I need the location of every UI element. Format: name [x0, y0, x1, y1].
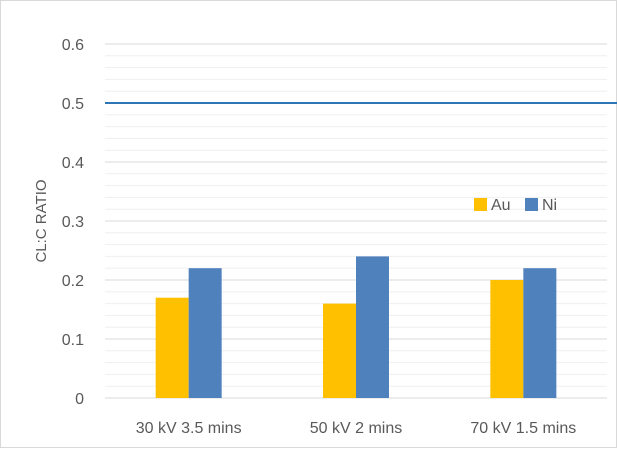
y-axis-title: CL:C RATIO — [33, 179, 50, 262]
x-tick-labels: 30 kV 3.5 mins 50 kV 2 mins 70 kV 1.5 mins — [136, 420, 576, 437]
bar-au — [323, 303, 356, 398]
y-tick-label: 0.3 — [62, 214, 84, 231]
x-tick-label: 50 kV 2 mins — [310, 420, 402, 437]
legend-label-au: Au — [491, 197, 511, 214]
bar-ni — [188, 268, 222, 398]
y-tick-label: 0 — [75, 391, 84, 408]
legend: Au Ni — [474, 197, 557, 214]
legend-swatch-au — [474, 198, 487, 211]
x-tick-label: 30 kV 3.5 mins — [136, 420, 242, 437]
bar-ni — [523, 268, 557, 398]
y-tick-labels: 0 0.1 0.2 0.3 0.4 0.5 0.6 — [62, 37, 84, 408]
y-tick-label: 0.4 — [62, 155, 84, 172]
y-tick-label: 0.1 — [62, 332, 84, 349]
bar-au — [155, 297, 189, 398]
bars — [155, 256, 557, 398]
y-tick-label: 0.6 — [62, 37, 84, 54]
y-tick-label: 0.5 — [62, 96, 84, 113]
legend-swatch-ni — [525, 198, 538, 211]
legend-label-ni: Ni — [542, 197, 557, 214]
x-tick-label: 70 kV 1.5 mins — [470, 420, 576, 437]
y-tick-label: 0.2 — [62, 273, 84, 290]
bar-au — [490, 280, 524, 398]
bar-ni — [356, 256, 389, 398]
